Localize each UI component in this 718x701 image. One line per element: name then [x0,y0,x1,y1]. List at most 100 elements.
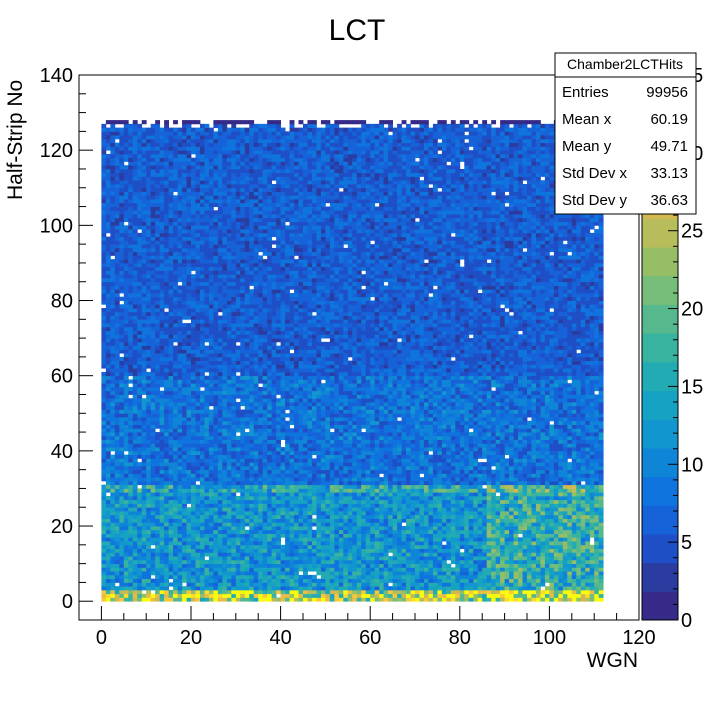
heatmap-cell [182,518,187,523]
heatmap-cell [231,199,237,204]
heatmap-cell [168,589,174,595]
heatmap-cell [217,420,223,425]
heatmap-cell [177,559,183,565]
heatmap-cell [168,559,174,565]
heatmap-cell [159,285,165,290]
heatmap-cell [177,191,183,196]
heatmap-cell [110,142,116,147]
heatmap-cell [191,458,196,463]
heatmap-cell [101,300,107,305]
heatmap-cell [235,277,241,283]
heatmap-cell [123,420,129,425]
heatmap-cell [199,548,205,553]
heatmap-cell [262,458,268,463]
heatmap-cell [146,150,152,155]
heatmap-cell [114,195,120,200]
heatmap-cell [114,578,120,583]
heatmap-cell [155,176,161,181]
heatmap-cell [240,371,246,377]
heatmap-cell [155,157,161,162]
heatmap-cell [110,563,116,568]
heatmap-cell [168,473,174,478]
heatmap-cell [213,255,219,260]
heatmap-cell [191,473,196,478]
heatmap-cell [114,353,120,358]
heatmap-cell [262,578,268,583]
heatmap-cell [226,262,232,268]
heatmap-cell [164,567,169,572]
heatmap-cell [164,578,169,583]
heatmap-cell [244,296,250,301]
heatmap-cell [258,138,264,144]
heatmap-cell [177,574,183,580]
heatmap-cell [271,473,277,478]
heatmap-cell [146,311,152,316]
heatmap-cell [182,394,187,399]
heatmap-cell [110,522,116,527]
heatmap-cell [244,326,250,331]
heatmap-cell [195,266,201,271]
heatmap-cell [262,176,268,181]
heatmap-cell [123,586,129,591]
heatmap-cell [186,447,192,452]
heatmap-cell [146,522,152,527]
heatmap-cell [213,360,219,365]
heatmap-cell [222,360,228,365]
heatmap-cell [141,165,147,170]
heatmap-cell [253,187,259,192]
heatmap-cell [276,364,281,369]
heatmap-cell [173,172,178,177]
heatmap-cell [146,469,152,474]
heatmap-cell [199,511,205,516]
heatmap-cell [168,514,174,519]
heatmap-cell [226,138,232,144]
heatmap-cell [114,477,120,482]
heatmap-cell [110,165,116,170]
heatmap-cell [150,270,156,275]
heatmap-cell [132,424,138,429]
heatmap-cell [159,255,165,260]
heatmap-cell [267,360,273,365]
heatmap-cell [101,210,107,215]
heatmap-cell [276,563,281,568]
heatmap-cell [105,334,111,339]
heatmap-cell [271,270,277,275]
heatmap-cell [199,484,205,489]
heatmap-cell [262,432,268,437]
heatmap-cell [110,232,116,238]
heatmap-cell [123,304,129,309]
heatmap-cell [110,537,116,542]
heatmap-cell [235,142,241,147]
heatmap-cell [146,157,152,162]
heatmap-cell [114,375,120,380]
heatmap-cell [110,360,116,365]
heatmap-cell [271,556,277,561]
heatmap-cell [132,477,138,482]
heatmap-cell [235,428,241,433]
heatmap-cell [244,277,250,283]
heatmap-cell [258,574,264,580]
heatmap-cell [249,548,255,553]
heatmap-cell [235,364,241,369]
heatmap-cell [150,334,156,339]
heatmap-cell [141,315,147,320]
heatmap-cell [146,138,152,144]
heatmap-cell [244,330,250,335]
heatmap-cell [186,168,192,174]
heatmap-cell [137,375,143,380]
heatmap-cell [258,274,264,279]
heatmap-cell [132,492,138,497]
heatmap-cell [253,541,259,546]
heatmap-cell [271,251,277,256]
heatmap-cell [244,518,250,523]
heatmap-cell [168,168,174,174]
heatmap-cell [267,353,273,358]
heatmap-cell [123,552,129,557]
heatmap-cell [267,597,273,602]
heatmap-cell [222,285,228,290]
heatmap-cell [146,229,152,234]
heatmap-cell [159,345,165,350]
heatmap-cell [253,503,259,508]
heatmap-cell [195,458,201,463]
heatmap-cell [164,259,169,264]
